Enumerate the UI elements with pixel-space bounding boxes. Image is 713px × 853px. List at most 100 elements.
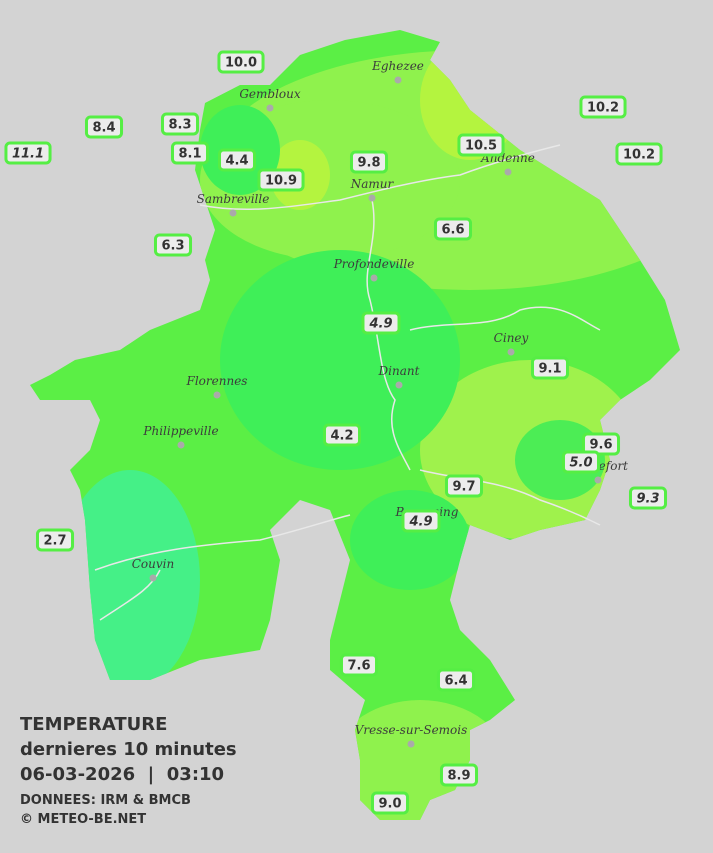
- station: 9.1: [530, 356, 570, 380]
- station: 4.9: [361, 311, 401, 335]
- station: 7.6: [339, 653, 379, 677]
- station: 9.8: [349, 150, 389, 174]
- station: 9.6: [581, 432, 621, 456]
- town-label: Dinant: [378, 364, 420, 378]
- legend-subtitle: dernieres 10 minutes: [20, 739, 237, 760]
- station: 9.7: [444, 474, 484, 498]
- station-box: [530, 356, 570, 380]
- station: 10.9: [257, 168, 305, 192]
- station-box: [153, 233, 193, 257]
- town-dot: [407, 740, 415, 748]
- station: 10.0: [217, 50, 265, 74]
- station: 4.2: [322, 423, 362, 447]
- station-value: 5.0: [569, 456, 592, 471]
- station-value: 9.1: [538, 362, 561, 377]
- station-value: 9.6: [589, 438, 612, 453]
- station-value: 4.4: [225, 154, 248, 169]
- station-value: 8.3: [168, 118, 191, 133]
- station: 11.1: [4, 141, 52, 165]
- station-box: [349, 150, 389, 174]
- station-value: 9.8: [357, 156, 380, 171]
- station: 8.4: [84, 115, 124, 139]
- station: 8.1: [170, 141, 210, 165]
- station-box: [4, 141, 52, 165]
- station-box: [217, 148, 257, 172]
- station-box: [322, 423, 362, 447]
- station-box: [339, 653, 379, 677]
- legend-source: DONNEES: IRM & BMCB: [20, 793, 191, 808]
- station-value: 8.4: [92, 121, 115, 136]
- town-dot: [149, 574, 157, 582]
- station: 9.3: [628, 486, 668, 510]
- town-dot: [395, 381, 403, 389]
- town-label: Vresse-sur-Semois: [355, 723, 468, 737]
- town-label: Philippeville: [142, 424, 218, 438]
- station-value: 2.7: [43, 534, 66, 549]
- station: 8.3: [160, 112, 200, 136]
- station-box: [217, 50, 265, 74]
- station-box: [84, 115, 124, 139]
- station-value: 10.9: [265, 174, 297, 189]
- town-dot: [266, 104, 274, 112]
- station: 6.4: [436, 668, 476, 692]
- station-box: [160, 112, 200, 136]
- station: 9.0: [370, 791, 410, 815]
- station-box: [433, 217, 473, 241]
- station-value: 11.1: [12, 147, 44, 162]
- town-label: Profondeville: [333, 257, 415, 271]
- station-value: 6.3: [161, 239, 184, 254]
- town-dot: [504, 168, 512, 176]
- station-box: [581, 432, 621, 456]
- station: 10.5: [457, 133, 505, 157]
- station-box: [439, 763, 479, 787]
- towns: EghezeeGemblouxAndenneNamurSambrevillePr…: [132, 59, 628, 748]
- station-value: 6.6: [441, 223, 464, 238]
- station-box: [370, 791, 410, 815]
- legend-datetime: 06-03-2026 | 03:10: [20, 764, 224, 785]
- town-label: Eghezee: [371, 59, 424, 73]
- town-label: Couvin: [132, 557, 174, 571]
- station: 6.6: [433, 217, 473, 241]
- station-box: [444, 474, 484, 498]
- town-label: Gembloux: [239, 87, 301, 101]
- station-box: [579, 95, 627, 119]
- station-value: 10.2: [587, 101, 619, 116]
- town-label: Namur: [350, 177, 395, 191]
- station-value: 4.9: [408, 515, 432, 530]
- station-box: [628, 486, 668, 510]
- town-dot: [370, 274, 378, 282]
- station-box: [457, 133, 505, 157]
- legend-copyright: © METEO-BE.NET: [20, 812, 146, 827]
- station-box: [401, 509, 441, 533]
- station-box: [35, 528, 75, 552]
- station: 10.2: [579, 95, 627, 119]
- station-box: [170, 141, 210, 165]
- station-value: 6.4: [444, 674, 467, 689]
- station: 6.3: [153, 233, 193, 257]
- station-value: 9.3: [636, 492, 659, 507]
- town-label: Florennes: [186, 374, 248, 388]
- station-box: [257, 168, 305, 192]
- station-box: [561, 450, 601, 474]
- town-dot: [507, 348, 515, 356]
- station-box: [615, 142, 663, 166]
- station-value: 4.2: [330, 429, 353, 444]
- legend-title: TEMPERATURE: [20, 714, 167, 735]
- town-dot: [229, 209, 237, 217]
- town-dot: [177, 441, 185, 449]
- station: 5.0: [561, 450, 601, 474]
- stations: 10.0 8.4 8.3 11.1 8.1 4.4 10.9 9.8 10.5 10.2 10.2 6…: [4, 50, 668, 815]
- station-value: 9.0: [378, 797, 401, 812]
- station-value: 8.1: [178, 147, 201, 162]
- station-value: 10.0: [225, 56, 257, 71]
- town-dot: [594, 476, 602, 484]
- station-box: [361, 311, 401, 335]
- station-value: 4.9: [368, 317, 392, 332]
- station-value: 7.6: [347, 659, 370, 674]
- station: 10.2: [615, 142, 663, 166]
- town-dot: [394, 76, 402, 84]
- town-label: Ciney: [494, 331, 529, 345]
- station-value: 10.5: [465, 139, 497, 154]
- station-value: 10.2: [623, 148, 655, 163]
